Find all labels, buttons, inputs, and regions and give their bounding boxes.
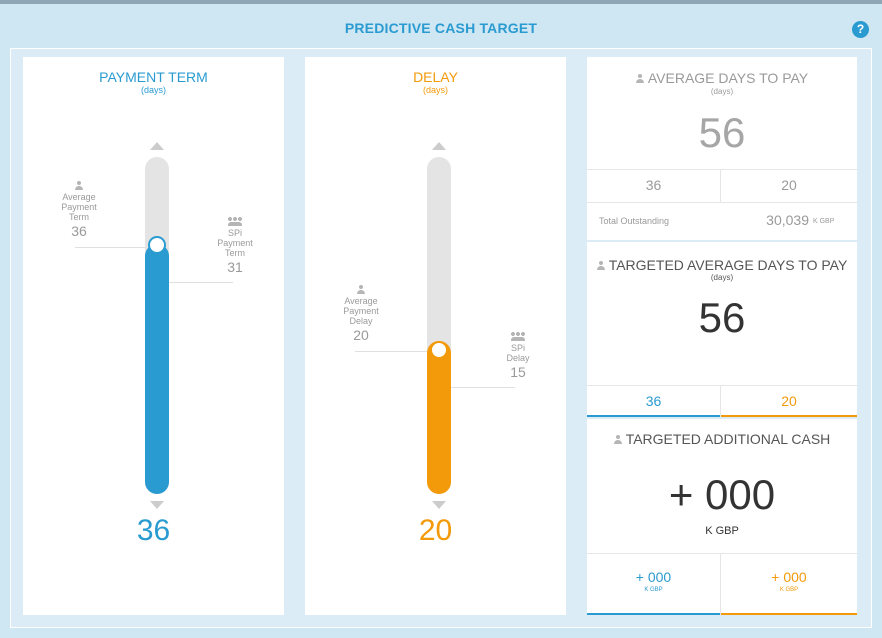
divider [720,169,721,202]
payment-term-up-arrow-icon[interactable] [150,142,164,150]
targeted-days-delay-underline [721,415,857,417]
payment-term-slider-track[interactable] [145,157,169,494]
targeted-days-delay: 20 [781,393,797,409]
person-icon [635,74,644,83]
payment-term-down-arrow-icon[interactable] [150,501,164,509]
delay-value: 20 [418,514,453,547]
targeted-cash-delay-value: + 000 [771,569,807,585]
person-icon [613,435,622,444]
delay-avg-marker: Average Payment Delay 20 [331,285,391,344]
average-days-term: 36 [645,177,662,193]
payment-term-unit: (days) [140,85,166,95]
targeted-days-term: 36 [645,393,662,409]
payment-term-avg-marker: Average Payment Term 36 [49,181,109,240]
average-days-value: 56 [698,109,746,156]
help-icon[interactable]: ? [852,21,869,38]
top-bar [0,0,882,4]
targeted-days-value: 56 [698,294,746,341]
targeted-days-unit: (days) [710,273,734,282]
targeted-cash-unit: K GBP [705,525,739,537]
targeted-days-term-underline [587,415,720,417]
divider [720,385,721,417]
targeted-cash-term-value: + 000 [635,569,672,585]
group-icon [511,332,525,341]
targeted-cash-delay-unit: K GBP [779,587,799,593]
average-days-unit: (days) [710,87,734,96]
targeted-cash-term-underline [587,613,720,615]
delay-up-arrow-icon[interactable] [432,142,446,150]
payment-term-slider-thumb[interactable] [148,236,166,254]
payment-term-title: PAYMENT TERM [99,69,208,85]
delay-slider-track[interactable] [427,157,451,494]
targeted-cash-value: + 000 [668,471,776,518]
delay-spi-line [451,387,515,388]
payment-term-slider-fill [145,244,169,494]
payment-term-value: 36 [136,514,171,547]
targeted-cash-title: TARGETED ADDITIONAL CASH [587,431,857,447]
targeted-days-section: TARGETED AVERAGE DAYS TO PAY (days) 56 3… [587,242,857,417]
delay-spi-marker: SPi Delay 15 [488,332,548,381]
divider [720,553,721,615]
payment-term-spi-marker: SPi Payment Term 31 [205,217,265,276]
divider [587,553,857,554]
payment-term-spi-value: 31 [227,259,243,275]
payment-term-spi-line [169,282,233,283]
average-days-delay: 20 [781,177,797,193]
targeted-cash-section: TARGETED ADDITIONAL CASH + 000 K GBP + 0… [587,419,857,615]
results-panel: AVERAGE DAYS TO PAY (days) 56 36 20 Tota… [587,57,857,615]
targeted-days-title: TARGETED AVERAGE DAYS TO PAY [587,257,857,273]
delay-avg-line [355,351,427,352]
delay-panel: DELAY (days) Average Payment Delay 20 SP… [305,57,566,615]
delay-down-arrow-icon[interactable] [432,501,446,509]
targeted-cash-term-unit: K GBP [644,587,663,593]
person-icon [357,285,365,294]
delay-avg-value: 20 [353,327,369,343]
delay-slider-fill [427,341,451,494]
page-title: PREDICTIVE CASH TARGET [344,20,538,36]
targeted-cash-delay-underline [721,613,857,615]
average-days-title: AVERAGE DAYS TO PAY [587,70,857,86]
payment-term-avg-line [75,247,145,248]
delay-title: DELAY [413,69,458,85]
delay-slider-thumb[interactable] [430,341,448,359]
group-icon [228,217,242,226]
person-icon [596,261,605,270]
payment-term-panel: PAYMENT TERM (days) Average Payment Term… [23,57,284,615]
person-icon [75,181,83,190]
delay-unit: (days) [422,85,448,95]
average-days-section: AVERAGE DAYS TO PAY (days) 56 36 20 Tota… [587,57,857,240]
payment-term-avg-value: 36 [71,223,87,239]
total-outstanding-unit: K GBP [813,218,835,225]
divider [587,385,857,386]
divider [587,169,857,170]
total-outstanding-label: Total Outstanding [599,216,670,226]
total-outstanding-value: 30,039 [766,212,809,228]
delay-spi-value: 15 [510,364,526,380]
divider [587,202,857,203]
